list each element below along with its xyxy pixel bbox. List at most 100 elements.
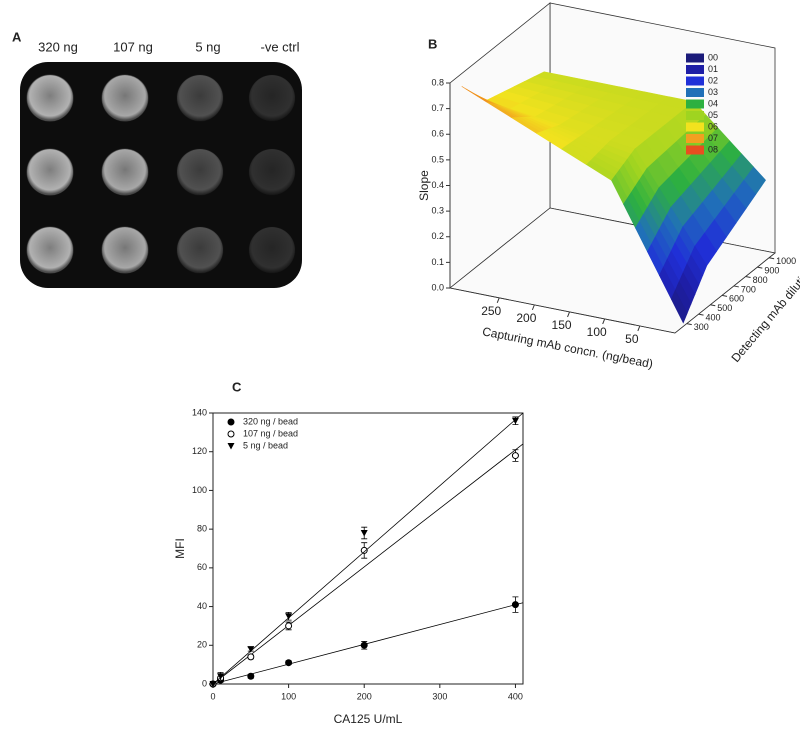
x-tick-label: 200 xyxy=(516,311,536,325)
z-tick-label: 0.1 xyxy=(431,257,444,267)
legend-swatch xyxy=(686,65,704,74)
y-tick-label: 40 xyxy=(197,601,207,611)
well xyxy=(26,148,74,196)
point xyxy=(285,622,293,630)
legend-swatch xyxy=(686,122,704,132)
x-axis xyxy=(449,287,676,334)
z-tick-label: 0.4 xyxy=(431,180,444,190)
point xyxy=(285,659,293,667)
well xyxy=(176,74,224,122)
x-tick-label: 100 xyxy=(587,325,607,339)
legend-label: 02 xyxy=(708,75,718,85)
well xyxy=(249,149,295,195)
legend-label: 00 xyxy=(708,52,718,62)
x-tick-label: 250 xyxy=(481,304,501,318)
fit-line xyxy=(212,443,524,685)
well xyxy=(26,226,74,274)
panel-label: B xyxy=(428,36,437,51)
point xyxy=(247,653,255,661)
y-tick-label: 0 xyxy=(202,678,207,688)
z-tick-label: 0.0 xyxy=(431,282,444,292)
legend-swatch xyxy=(686,134,704,143)
y-tick xyxy=(686,323,692,326)
panel-c: 0 20 40 60 80 100 120 140 0 100 200 300 400 CA125 U/m… xyxy=(173,379,524,726)
legend-label: 5 ng / bead xyxy=(243,440,288,450)
legend-marker xyxy=(227,443,235,450)
x-tick-label: 100 xyxy=(281,691,296,701)
panel-a: A 320 ng 107 ng 5 ng -ve ctrl xyxy=(12,29,302,288)
x-tick-label: 0 xyxy=(210,691,215,701)
well xyxy=(101,226,149,274)
y-tick xyxy=(710,304,716,307)
surface-patch xyxy=(670,289,688,324)
well xyxy=(101,74,149,122)
y-tick-label: 900 xyxy=(764,265,779,275)
z-tick-label: 0.6 xyxy=(431,129,444,139)
x-tick xyxy=(496,297,500,304)
point xyxy=(285,613,293,620)
y-tick-label: 600 xyxy=(729,294,744,304)
x-tick-label: 50 xyxy=(625,332,639,346)
well xyxy=(101,148,149,196)
y-tick xyxy=(733,285,739,288)
x-tick xyxy=(567,311,570,318)
well xyxy=(26,74,74,122)
panel-label: C xyxy=(232,379,242,394)
y-tick xyxy=(757,266,763,269)
y-axis-title: MFI xyxy=(173,538,187,559)
point xyxy=(360,546,368,554)
y-tick-label: 140 xyxy=(192,407,207,417)
x-tick xyxy=(637,325,641,332)
legend-label: 01 xyxy=(708,64,718,74)
column-label: 107 ng xyxy=(113,39,153,54)
legend-marker xyxy=(227,430,235,438)
legend-swatch xyxy=(686,88,704,97)
point xyxy=(217,673,225,680)
x-tick xyxy=(531,304,535,311)
y-tick xyxy=(769,257,775,260)
z-tick-label: 0.5 xyxy=(431,154,444,164)
x-tick-label: 150 xyxy=(552,318,572,332)
y-tick-label: 80 xyxy=(197,524,207,534)
legend-marker xyxy=(227,418,235,426)
y-tick-label: 20 xyxy=(197,640,207,650)
fit-line xyxy=(212,412,524,685)
legend-label: 320 ng / bead xyxy=(243,416,298,426)
x-axis-title: CA125 U/mL xyxy=(334,712,403,726)
y-axis xyxy=(674,252,776,334)
y-tick-label: 500 xyxy=(717,303,732,313)
legend-swatch xyxy=(686,53,704,63)
legend-swatch xyxy=(686,76,704,86)
legend-swatch xyxy=(686,99,704,109)
x-tick-label: 200 xyxy=(357,691,372,701)
point xyxy=(511,452,519,460)
x-tick-label: 300 xyxy=(432,691,447,701)
column-label: 320 ng xyxy=(38,39,78,54)
legend-label: 03 xyxy=(708,87,718,97)
plot-frame xyxy=(212,412,524,685)
well xyxy=(249,75,295,121)
legend-label: 107 ng / bead xyxy=(243,428,298,438)
legend-label: 05 xyxy=(708,110,718,120)
x-tick-label: 400 xyxy=(508,691,523,701)
y-tick xyxy=(698,313,704,316)
y-tick-label: 400 xyxy=(706,313,721,323)
z-tick-label: 0.2 xyxy=(431,231,444,241)
point xyxy=(511,417,519,425)
y-tick-label: 60 xyxy=(197,562,207,572)
y-tick-label: 800 xyxy=(753,275,768,285)
well xyxy=(176,148,224,196)
z-tick-label: 0.8 xyxy=(431,77,444,87)
well xyxy=(249,227,295,273)
y-tick xyxy=(745,276,751,279)
legend-swatch xyxy=(686,111,704,120)
legend-label: 06 xyxy=(708,121,718,131)
well xyxy=(176,226,224,274)
fit-line xyxy=(212,602,524,685)
point xyxy=(209,681,217,688)
z-tick-label: 0.7 xyxy=(431,103,444,113)
legend-label: 08 xyxy=(708,144,718,154)
point xyxy=(360,530,368,537)
